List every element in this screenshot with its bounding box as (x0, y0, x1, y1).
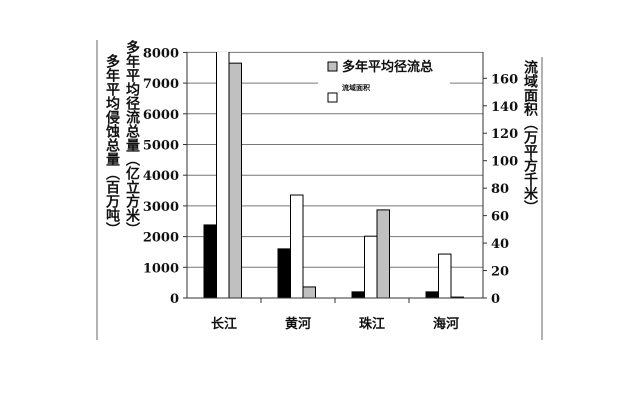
left-inner-axis-label: 多年平均径流总量（亿立方米） (124, 40, 140, 236)
bar (425, 291, 439, 298)
right-tick-label: 20 (491, 265, 509, 280)
right-tick-label: 100 (491, 155, 518, 170)
category-label: 长江 (211, 316, 237, 332)
bar (351, 291, 365, 298)
right-tick-label: 140 (491, 100, 518, 115)
left-tick-label: 4000 (143, 169, 179, 184)
legend-label: 多年平均径流总 (342, 59, 433, 75)
left-tick-label: 0 (170, 292, 179, 307)
right-tick-label: 160 (491, 72, 518, 87)
left-tick-label: 1000 (143, 261, 179, 276)
legend-swatch (327, 61, 338, 72)
bar (438, 253, 452, 298)
left-tick-label: 8000 (143, 46, 179, 61)
left-outer-axis-label: 多年平均侵蚀总量（百万吨） (104, 54, 120, 236)
bar (364, 235, 378, 298)
bar (302, 286, 316, 298)
left-tick-label: 6000 (143, 108, 179, 123)
right-tick-label: 120 (491, 127, 518, 142)
left-tick-label: 7000 (143, 77, 179, 92)
bar (216, 52, 230, 298)
legend-bg (318, 56, 450, 106)
bars (203, 52, 464, 298)
right-tick-label: 60 (491, 210, 509, 225)
right-tick-label: 0 (491, 292, 500, 307)
category-label: 珠江 (359, 316, 385, 332)
left-tick-label: 3000 (143, 200, 179, 215)
bar (376, 209, 390, 298)
bar (290, 194, 304, 298)
left-tick-label: 5000 (143, 139, 179, 154)
right-tick-label: 80 (491, 182, 509, 197)
right-axis-label: 流域面积（万平方千米） (522, 60, 538, 214)
category-label: 黄河 (285, 316, 311, 332)
category-label: 海河 (433, 316, 459, 332)
left-tick-label: 2000 (143, 231, 179, 246)
right-tick-label: 40 (491, 237, 509, 252)
bar (228, 62, 242, 298)
bar (203, 224, 217, 298)
legend-swatch (327, 92, 338, 103)
bar (277, 248, 291, 298)
legend-label: 流域面积 (342, 83, 370, 92)
